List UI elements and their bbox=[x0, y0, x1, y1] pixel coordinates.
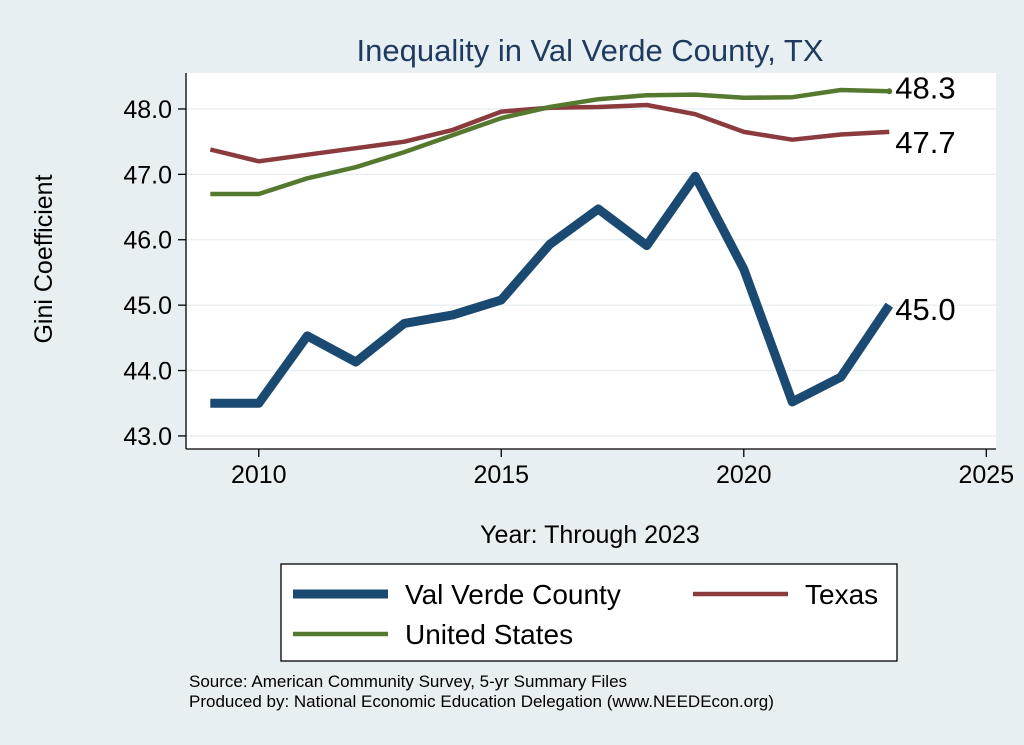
y-tick-label: 47.0 bbox=[123, 161, 172, 189]
x-tick-label: 2020 bbox=[716, 461, 772, 489]
y-tick-label: 44.0 bbox=[123, 358, 172, 386]
chart-title: Inequality in Val Verde County, TX bbox=[357, 33, 824, 68]
legend-label-val-verde-county: Val Verde County bbox=[405, 579, 621, 610]
end-marker-united-states bbox=[886, 88, 893, 95]
x-axis-label: Year: Through 2023 bbox=[480, 521, 700, 549]
end-labels: 45.0 47.7 48.3 bbox=[895, 70, 955, 327]
y-tick-label: 48.0 bbox=[123, 96, 172, 124]
y-tick-label: 46.0 bbox=[123, 227, 172, 255]
series-lines bbox=[209, 87, 894, 408]
series-line-united-states bbox=[210, 87, 890, 197]
y-tick-label: 45.0 bbox=[123, 292, 172, 320]
x-tick-label: 2025 bbox=[958, 461, 1014, 489]
legend-label-texas: Texas bbox=[805, 579, 878, 610]
x-tick-label: 2010 bbox=[231, 461, 287, 489]
end-label-texas: 47.7 bbox=[895, 125, 955, 160]
axes: 43.0 44.0 45.0 46.0 47.0 48.0 2010 2015 2020 2025 bbox=[123, 73, 1014, 489]
y-tick-label: 43.0 bbox=[123, 423, 172, 451]
x-tick-label: 2015 bbox=[473, 461, 529, 489]
series-line-val-verde-county bbox=[210, 171, 894, 408]
producer-note: Produced by: National Economic Education… bbox=[189, 692, 774, 711]
legend: Val Verde County Texas United States bbox=[293, 579, 878, 650]
end-label-val-verde-county: 45.0 bbox=[895, 292, 955, 327]
y-axis-label: Gini Coefficient bbox=[30, 174, 58, 343]
end-label-united-states: 48.3 bbox=[895, 70, 955, 105]
legend-box bbox=[280, 563, 898, 662]
legend-label-united-states: United States bbox=[405, 619, 573, 650]
plot-area bbox=[186, 73, 996, 449]
source-note: Source: American Community Survey, 5-yr … bbox=[189, 672, 628, 691]
